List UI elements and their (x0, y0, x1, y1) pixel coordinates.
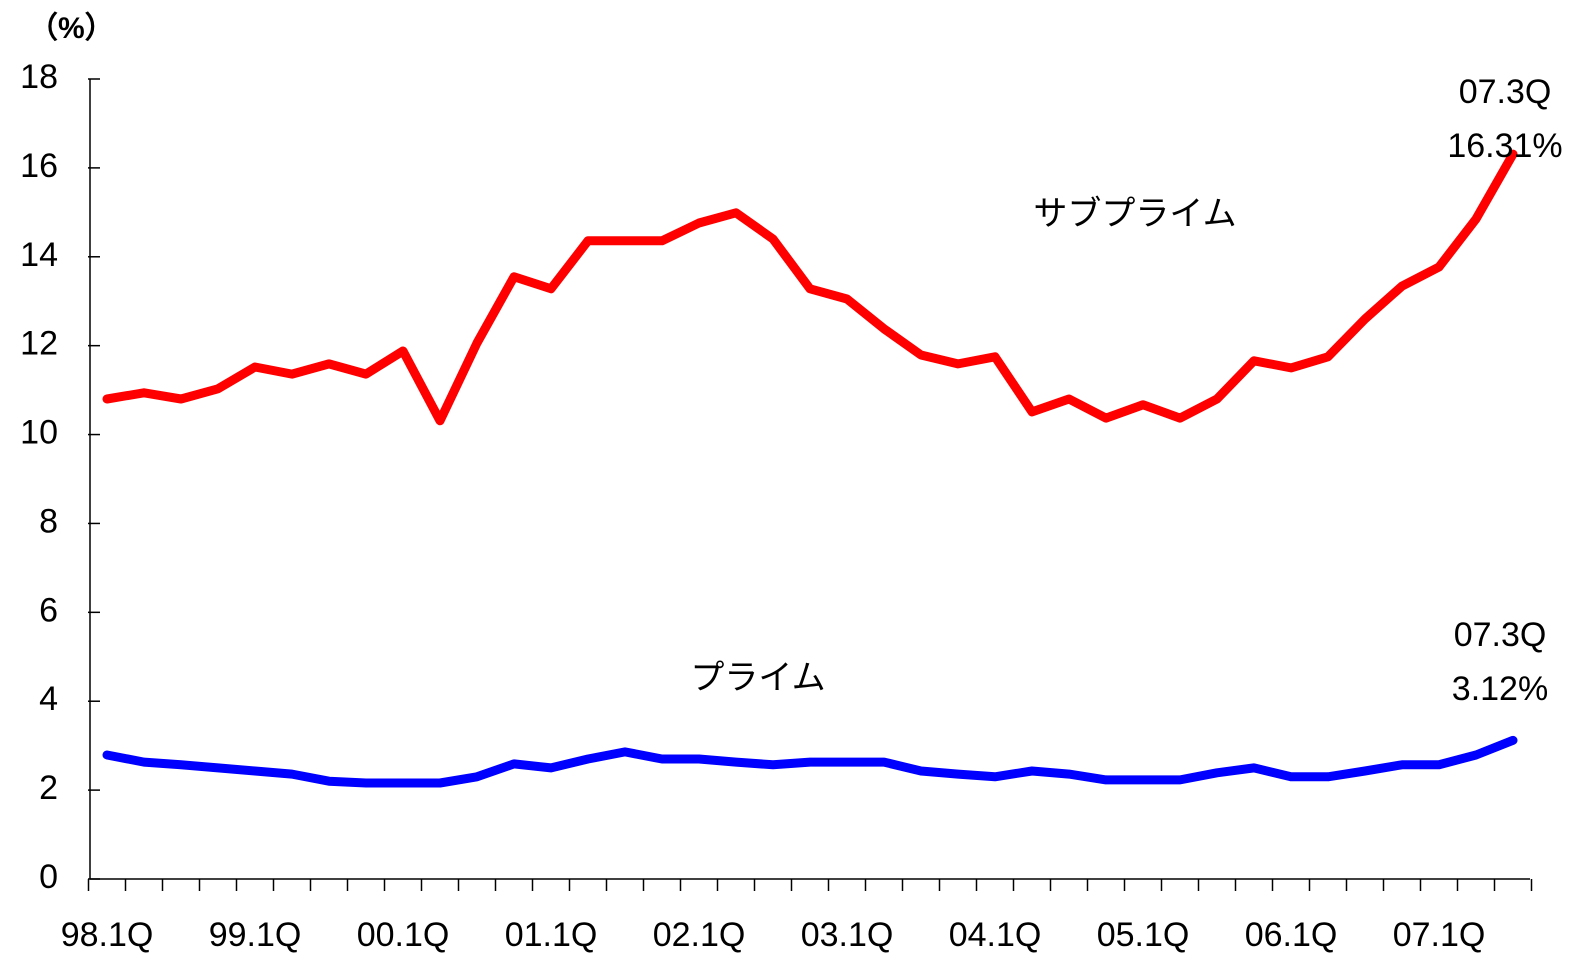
unit-label: （%） (28, 11, 115, 45)
annotation: 3.12% (1452, 670, 1548, 708)
y-tick-label: 0 (39, 858, 58, 896)
series-label: サブプライム (1033, 195, 1236, 233)
y-tick-label: 4 (39, 680, 58, 718)
x-tick-label: 06.1Q (1245, 916, 1338, 954)
y-tick-label: 6 (39, 591, 58, 629)
x-tick-label: 99.1Q (209, 916, 302, 954)
x-tick-label: 05.1Q (1097, 916, 1190, 954)
x-tick-label: 00.1Q (357, 916, 450, 954)
annotation: 07.3Q (1454, 616, 1547, 654)
x-tick-label: 04.1Q (949, 916, 1042, 954)
y-tick-label: 18 (20, 58, 58, 96)
series-line (102, 735, 1518, 788)
x-tick-label: 98.1Q (61, 916, 154, 954)
x-tick-label: 03.1Q (801, 916, 894, 954)
y-tick-label: 12 (20, 325, 58, 363)
y-tick-label: 16 (20, 147, 58, 185)
x-tick-label: 01.1Q (505, 916, 598, 954)
series-line (102, 149, 1518, 426)
annotation: 07.3Q (1459, 73, 1552, 111)
y-tick-label: 2 (39, 769, 58, 807)
x-tick-label: 07.1Q (1393, 916, 1486, 954)
y-tick-label: 10 (20, 414, 58, 452)
annotation: 16.31% (1447, 127, 1562, 165)
y-tick-label: 8 (39, 502, 58, 540)
y-tick-label: 14 (20, 236, 58, 274)
series-label: プライム (690, 659, 825, 697)
x-tick-label: 02.1Q (653, 916, 746, 954)
